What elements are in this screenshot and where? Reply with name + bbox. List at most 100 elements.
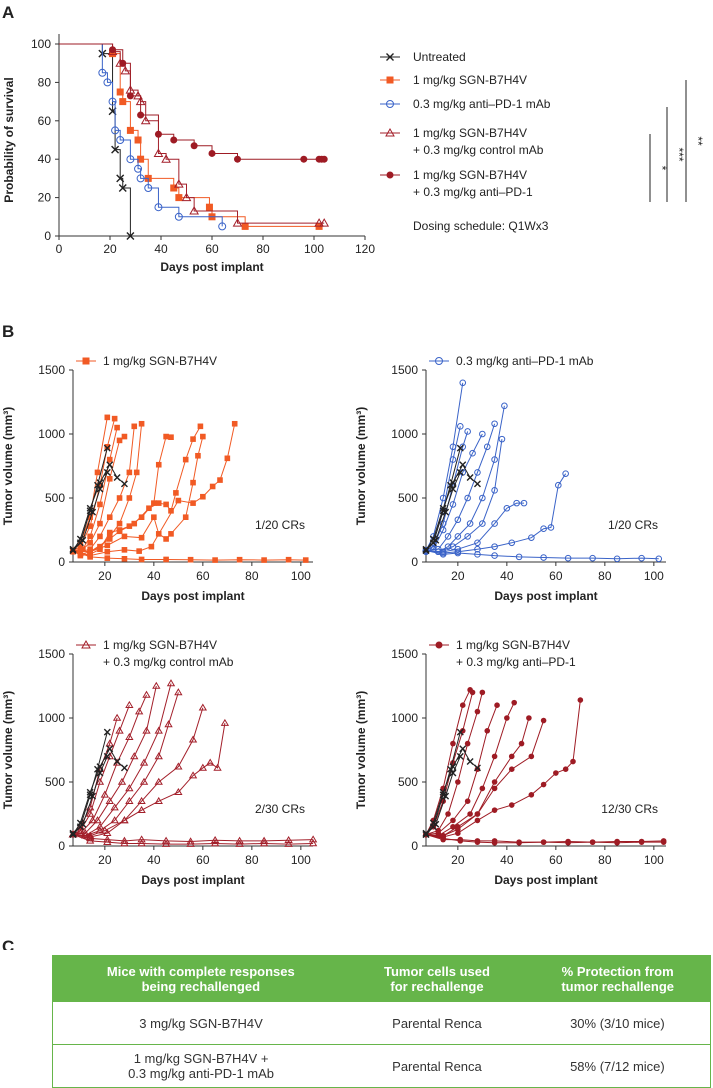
circle-marker: [119, 59, 127, 67]
x-tick-label: 120: [355, 242, 375, 256]
square-marker: [182, 456, 189, 463]
triangle-marker: [385, 127, 395, 137]
square-marker: [151, 500, 157, 506]
x-marker: [456, 728, 464, 736]
circle-marker: [469, 449, 476, 457]
square-marker: [195, 452, 201, 459]
square-marker: [116, 528, 123, 535]
square-marker: [114, 424, 120, 431]
square-marker: [155, 500, 162, 506]
square-marker: [205, 203, 213, 211]
x-tick-label: 40: [500, 853, 514, 867]
circle-marker: [474, 551, 481, 558]
triangle-marker: [174, 787, 183, 796]
y-axis-title: Tumor volume (mm³): [1, 407, 15, 525]
triangle-marker: [95, 777, 105, 785]
triangle-marker: [235, 836, 244, 844]
square-marker: [82, 357, 90, 365]
significance-stars: **: [691, 136, 705, 146]
triangle-marker: [232, 218, 243, 227]
square-marker: [97, 546, 103, 552]
triangle-marker: [117, 777, 127, 785]
circle-marker: [491, 779, 498, 785]
triangle-marker: [125, 796, 134, 804]
y-tick-label: 500: [398, 775, 418, 789]
square-marker: [224, 455, 231, 462]
square-marker: [97, 482, 103, 488]
square-marker: [163, 433, 169, 440]
circle-marker: [508, 753, 515, 760]
triangle-marker: [137, 796, 146, 804]
circle-marker: [474, 811, 481, 817]
legend-label: 0.3 mg/kg anti–PD-1 mAb: [413, 97, 551, 111]
circle-marker: [491, 520, 498, 527]
square-marker: [200, 433, 206, 440]
circle-marker: [435, 641, 443, 649]
circle-marker: [479, 494, 486, 502]
square-marker: [170, 184, 178, 192]
square-marker: [87, 533, 93, 540]
square-marker: [138, 534, 145, 541]
circle-marker: [386, 100, 394, 108]
triangle-marker: [174, 688, 183, 696]
triangle-marker: [139, 777, 149, 785]
x-marker: [422, 830, 430, 838]
triangle-marker: [120, 65, 131, 75]
circle-marker: [454, 549, 462, 557]
triangle-marker: [85, 809, 95, 817]
circle-marker: [98, 68, 107, 77]
square-marker: [261, 557, 267, 563]
y-tick-label: 80: [38, 75, 52, 89]
table-row: 1 mg/kg SGN-B7H4V + 0.3 mg/kg anti-PD-1 …: [52, 1044, 711, 1088]
x-axis-title: Days post implant: [494, 873, 597, 887]
circle-marker: [111, 126, 120, 135]
square-marker: [136, 548, 142, 554]
circle-marker: [540, 781, 547, 788]
circle-marker: [589, 554, 596, 562]
x-tick-label: 60: [196, 853, 210, 867]
circle-marker: [154, 203, 163, 212]
circle-marker: [457, 423, 464, 430]
triangle-marker: [164, 720, 173, 728]
x-marker: [432, 820, 440, 828]
circle-marker: [491, 807, 498, 813]
table-cell: 1 mg/kg SGN-B7H4V + 0.3 mg/kg anti-PD-1 …: [52, 1044, 350, 1088]
circle-marker: [491, 552, 498, 559]
x-marker: [422, 546, 430, 554]
survival-line-untreated: [59, 43, 131, 236]
x-marker: [120, 764, 128, 772]
square-marker: [106, 456, 113, 463]
circle-marker: [386, 171, 394, 179]
circle-marker: [547, 524, 555, 531]
square-marker: [148, 543, 155, 550]
x-tick-label: 100: [291, 569, 311, 583]
panel-label: B: [2, 322, 14, 341]
circle-marker: [491, 785, 498, 792]
circle-marker: [459, 379, 467, 387]
circle-marker: [564, 554, 572, 562]
triangle-marker: [161, 836, 171, 844]
square-marker: [121, 556, 128, 562]
x-tick-label: 60: [196, 569, 210, 583]
circle-marker: [174, 212, 183, 221]
tumor-growth-curve: [72, 550, 306, 561]
y-axis-title: Tumor volume (mm³): [354, 407, 368, 525]
circle-marker: [491, 456, 498, 463]
square-marker: [87, 540, 93, 546]
square-marker: [236, 556, 243, 563]
circle-marker: [455, 779, 461, 785]
x-tick-label: 20: [103, 242, 117, 256]
legend-label: 1 mg/kg SGN-B7H4V: [413, 73, 527, 87]
x-tick-label: 100: [291, 853, 311, 867]
survival-line-ctrl: [59, 43, 325, 224]
table-header: Mice with complete responses being recha…: [52, 955, 350, 1002]
x-axis-title: Days post implant: [141, 873, 244, 887]
triangle-marker: [181, 192, 192, 202]
complete-response-count: 1/20 CRs: [608, 518, 658, 532]
circle-marker: [449, 456, 457, 463]
square-marker: [212, 557, 218, 563]
x-axis-title: Days post implant: [494, 589, 597, 603]
circle-marker: [660, 838, 667, 844]
table-cell: 3 mg/kg SGN-B7H4V: [52, 1001, 350, 1045]
triangle-marker: [314, 218, 324, 227]
